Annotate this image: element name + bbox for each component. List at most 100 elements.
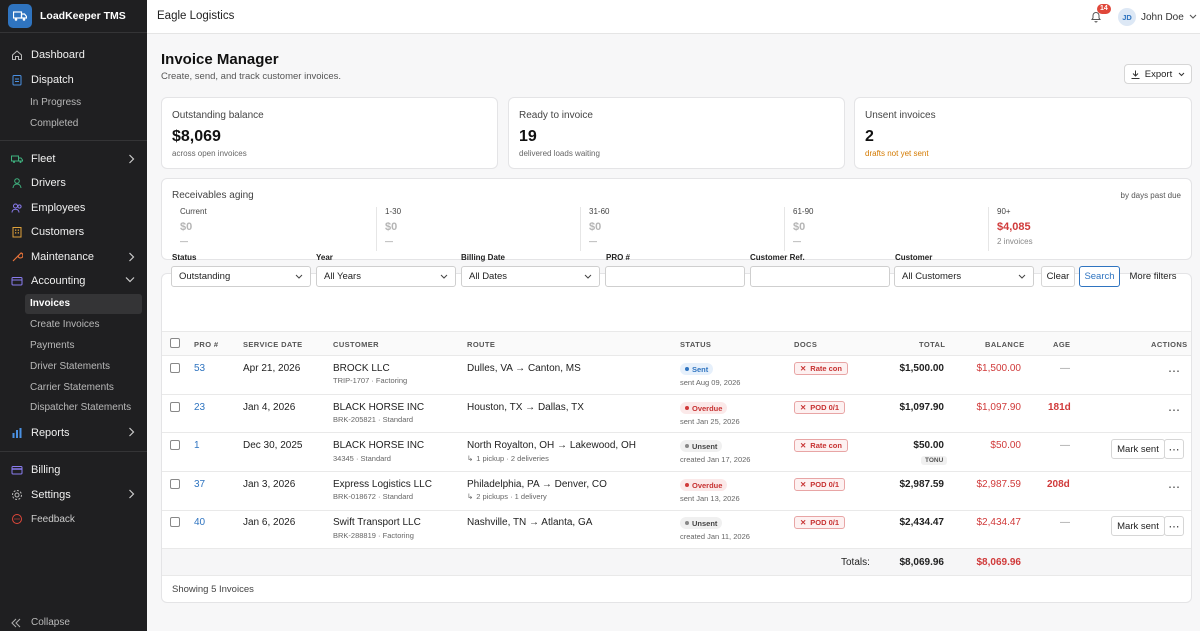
sidebar-item-label: Dispatch	[31, 73, 74, 86]
doc-text: Rate con	[810, 364, 842, 373]
sidebar-item-reports[interactable]: Reports	[0, 420, 147, 445]
pro-link[interactable]: 23	[194, 402, 206, 413]
more-filters-button[interactable]: More filters	[1129, 271, 1177, 282]
col-header-docs[interactable]: DOCS	[794, 340, 818, 349]
row-checkbox[interactable]	[170, 402, 180, 412]
search-button[interactable]: Search	[1079, 266, 1120, 287]
customer-ref-input[interactable]	[750, 266, 890, 287]
bell-icon[interactable]	[1090, 10, 1102, 23]
stat-label: Ready to invoice	[519, 110, 593, 121]
customer-select[interactable]: All Customers	[894, 266, 1034, 287]
row-checkbox[interactable]	[170, 440, 180, 450]
sidebar-subitem-completed[interactable]: Completed	[30, 117, 79, 129]
col-header-route[interactable]: ROUTE	[467, 340, 496, 349]
sidebar-item-label: Maintenance	[31, 250, 94, 263]
pro-link[interactable]: 1	[194, 440, 200, 451]
billing-date-select[interactable]: All Dates	[461, 266, 600, 287]
sidebar-subitem-create-invoices[interactable]: Create Invoices	[30, 319, 100, 331]
sidebar-item-dashboard[interactable]: Dashboard	[0, 43, 147, 68]
col-header-status[interactable]: STATUS	[680, 340, 712, 349]
balance-amount: $2,987.59	[976, 479, 1022, 490]
customer-name[interactable]: Express Logistics LLC	[333, 479, 432, 490]
status-dot-icon	[685, 406, 689, 410]
gear-icon	[11, 489, 23, 501]
stat-card-outstanding: Outstanding balance $8,069 across open i…	[161, 97, 498, 169]
sidebar-subitem-driver-statements[interactable]: Driver Statements	[30, 360, 111, 372]
doc-badge[interactable]: ✕ Rate con	[794, 362, 848, 375]
age-value: —	[1060, 363, 1070, 374]
col-header-pro[interactable]: PRO #	[194, 340, 219, 349]
route-stops: ↳ 1 pickup · 2 deliveries	[467, 454, 549, 463]
balance-amount: $50.00	[990, 440, 1021, 451]
pro-link[interactable]: 53	[194, 363, 206, 374]
pro-filter-label: PRO #	[606, 253, 631, 262]
pro-input[interactable]	[605, 266, 745, 287]
sidebar-subitem-payments[interactable]: Payments	[30, 340, 75, 352]
customer-name[interactable]: BROCK LLC	[333, 363, 390, 374]
pro-link[interactable]: 37	[194, 479, 206, 490]
pro-link[interactable]: 40	[194, 517, 206, 528]
mark-sent-button[interactable]: Mark sent	[1111, 439, 1165, 459]
table-row[interactable]	[162, 394, 1191, 432]
sidebar-item-feedback[interactable]: Feedback	[0, 507, 147, 532]
col-header-total[interactable]: TOTAL	[919, 340, 946, 349]
sidebar-item-billing[interactable]: Billing	[0, 458, 147, 483]
more-actions-icon[interactable]: ⋯	[1168, 403, 1181, 417]
year-select[interactable]: All Years	[316, 266, 456, 287]
more-actions-icon[interactable]: ⋯	[1164, 516, 1184, 536]
more-actions-icon[interactable]: ⋯	[1168, 480, 1181, 494]
balance-amount: $1,500.00	[976, 363, 1022, 374]
row-checkbox[interactable]	[170, 363, 180, 373]
table-row[interactable]	[162, 432, 1191, 471]
customer-name[interactable]: BLACK HORSE INC	[333, 440, 425, 451]
doc-badge[interactable]: ✕ POD 0/1	[794, 516, 846, 529]
table-row[interactable]	[162, 510, 1191, 548]
bucket-amount: $0	[180, 221, 193, 233]
sidebar-item-customers[interactable]: Customers	[0, 220, 147, 245]
sidebar-subitem-invoices[interactable]: Invoices	[25, 293, 142, 315]
col-header-age[interactable]: AGE	[1053, 340, 1071, 349]
aging-hint: by days past due	[1120, 191, 1181, 200]
row-checkbox[interactable]	[170, 517, 180, 527]
row-checkbox[interactable]	[170, 479, 180, 489]
doc-badge[interactable]: ✕ Rate con	[794, 439, 848, 452]
user-menu[interactable]: JD John Doe	[1118, 8, 1197, 26]
age-value: 181d	[1048, 402, 1071, 413]
sidebar-subitem-in-progress[interactable]: In Progress	[30, 96, 82, 108]
user-icon	[11, 177, 23, 189]
sidebar-item-accounting[interactable]: Accounting	[0, 269, 147, 294]
customer-name[interactable]: Swift Transport LLC	[333, 517, 421, 528]
chevron-down-icon	[125, 276, 135, 283]
doc-badge[interactable]: ✕ POD 0/1	[794, 401, 846, 414]
table-row[interactable]	[162, 355, 1191, 394]
stat-card-ready: Ready to invoice 19 delivered loads wait…	[508, 97, 845, 169]
col-header-customer[interactable]: CUSTOMER	[333, 340, 379, 349]
service-date: Apr 21, 2026	[243, 363, 301, 374]
customer-name[interactable]: BLACK HORSE INC	[333, 402, 425, 413]
export-button[interactable]: Export	[1124, 64, 1192, 84]
sidebar-item-maintenance[interactable]: Maintenance	[0, 245, 147, 270]
doc-badge[interactable]: ✕ POD 0/1	[794, 478, 846, 491]
sidebar-item-settings[interactable]: Settings	[0, 482, 147, 507]
sidebar-item-employees[interactable]: Employees	[0, 196, 147, 221]
clear-button[interactable]: Clear	[1041, 266, 1075, 287]
status-select[interactable]: Outstanding	[171, 266, 311, 287]
brand[interactable]: LoadKeeper TMS	[0, 0, 147, 33]
select-all-checkbox[interactable]	[170, 338, 180, 348]
customer-sub: BRK-018672 · Standard	[333, 492, 414, 501]
col-header-balance[interactable]: BALANCE	[985, 340, 1025, 349]
sidebar-item-fleet[interactable]: Fleet	[0, 147, 147, 172]
table-row[interactable]	[162, 471, 1191, 510]
chevron-down-icon	[440, 274, 448, 279]
mark-sent-button[interactable]: Mark sent	[1111, 516, 1165, 536]
stat-label: Outstanding balance	[172, 110, 264, 121]
sidebar-item-dispatch[interactable]: Dispatch	[0, 68, 147, 93]
stat-value: $8,069	[172, 128, 221, 145]
sidebar-item-drivers[interactable]: Drivers	[0, 171, 147, 196]
col-header-service-date[interactable]: SERVICE DATE	[243, 340, 303, 349]
sidebar-subitem-dispatcher-statements[interactable]: Dispatcher Statements	[30, 402, 132, 414]
sidebar-subitem-carrier-statements[interactable]: Carrier Statements	[30, 381, 114, 393]
collapse-sidebar-button[interactable]: Collapse	[11, 617, 70, 628]
more-actions-icon[interactable]: ⋯	[1168, 364, 1181, 378]
more-actions-icon[interactable]: ⋯	[1164, 439, 1184, 459]
